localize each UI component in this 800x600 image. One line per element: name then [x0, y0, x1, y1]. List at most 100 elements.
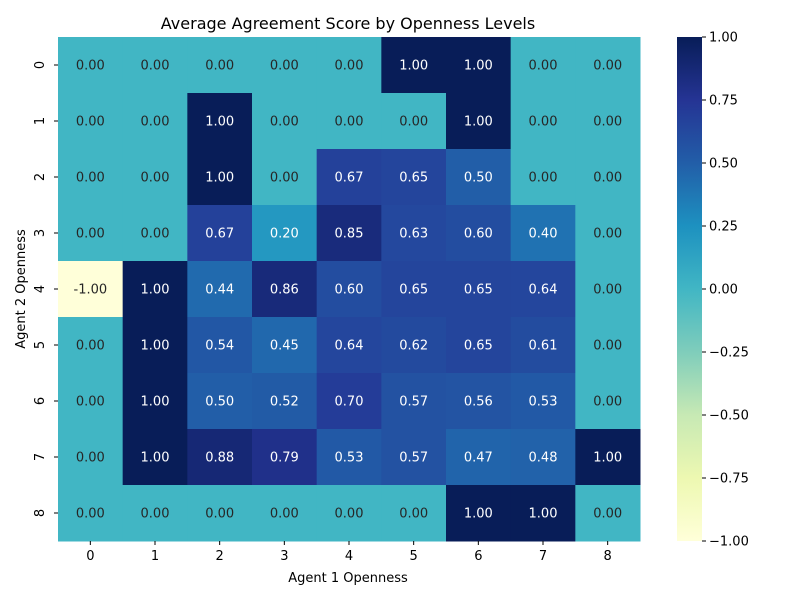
heatmap-cell: [575, 149, 641, 206]
heatmap-cell: [187, 37, 253, 94]
heatmap-cell: [122, 429, 188, 486]
cell-value-label: 0.65: [399, 171, 428, 186]
heatmap-cell: [510, 485, 576, 542]
heatmap-cell: [446, 37, 512, 94]
cell-value-label: 0.79: [270, 451, 299, 466]
x-tick-label: 0: [86, 549, 94, 564]
heatmap-cell: [510, 429, 576, 486]
cell-value-label: 0.00: [141, 227, 170, 242]
heatmap-cell: [58, 373, 124, 430]
heatmap-cell: [122, 485, 188, 542]
cell-value-label: 0.53: [529, 395, 558, 410]
heatmap-cell: [252, 485, 318, 542]
cell-value-label: 0.00: [335, 507, 364, 522]
heatmap-cell: [316, 149, 382, 206]
heatmap-cell: [575, 317, 641, 374]
heatmap-cell: [575, 429, 641, 486]
heatmap-cell-labels: 0.00 0.00 0.00 0.00 0.00 1.00 1.00 0.00 0.00 0.00…: [74, 59, 623, 522]
cell-value-label: 0.61: [529, 339, 558, 354]
cell-value-label: 0.70: [335, 395, 364, 410]
cell-value-label: 0.53: [335, 451, 364, 466]
cell-value-label: 0.65: [464, 339, 493, 354]
cell-value-label: 0.00: [270, 507, 299, 522]
cell-value-label: 0.57: [399, 395, 428, 410]
colorbar-ticks: 1.00 0.75 0.50 0.25 0.00 −0.25 −0.50 −0.75 −1.00: [702, 31, 749, 550]
cell-value-label: 1.00: [399, 59, 428, 74]
cell-value-label: 0.67: [205, 227, 234, 242]
heatmap-cell: [446, 317, 512, 374]
heatmap-cell: [510, 317, 576, 374]
cell-value-label: 1.00: [141, 339, 170, 354]
cell-value-label: 0.65: [464, 283, 493, 298]
cell-value-label: 1.00: [141, 283, 170, 298]
cell-value-label: -1.00: [74, 283, 108, 298]
cell-value-label: 0.00: [141, 59, 170, 74]
heatmap-cell: [58, 149, 124, 206]
cell-value-label: 0.62: [399, 339, 428, 354]
cell-value-label: 0.00: [270, 115, 299, 130]
heatmap-cell: [575, 37, 641, 94]
cell-value-label: 0.60: [335, 283, 364, 298]
heatmap-cell: [122, 373, 188, 430]
heatmap-cell: [58, 205, 124, 262]
heatmap-cell: [316, 205, 382, 262]
cell-value-label: 0.50: [464, 171, 493, 186]
cell-value-label: 0.00: [76, 59, 105, 74]
heatmap-cell: [316, 93, 382, 150]
heatmap-cell: [316, 429, 382, 486]
heatmap-cell: [446, 261, 512, 318]
cell-value-label: 0.00: [593, 115, 622, 130]
heatmap-cell: [381, 205, 447, 262]
heatmap-cell: [252, 317, 318, 374]
cell-value-label: 0.00: [593, 507, 622, 522]
cell-value-label: 1.00: [141, 395, 170, 410]
heatmap-cell: [252, 37, 318, 94]
cell-value-label: 0.64: [335, 339, 364, 354]
heatmap-cell: [381, 429, 447, 486]
cell-value-label: 0.00: [141, 171, 170, 186]
cell-value-label: 0.40: [529, 227, 558, 242]
cell-value-label: 0.20: [270, 227, 299, 242]
colorbar-tick-label: −0.75: [709, 472, 749, 487]
heatmap-cell: [316, 373, 382, 430]
heatmap-cell: [187, 261, 253, 318]
y-tick-label: 6: [33, 397, 48, 405]
cell-value-label: 0.00: [76, 227, 105, 242]
x-tick-label: 6: [474, 549, 482, 564]
y-tick-label: 3: [33, 229, 48, 237]
cell-value-label: 0.48: [529, 451, 558, 466]
y-tick-label: 0: [33, 61, 48, 69]
cell-value-label: 0.64: [529, 283, 558, 298]
heatmap-cell: [252, 261, 318, 318]
x-axis-ticks: 0 1 2 3 4 5 6 7 8: [86, 541, 612, 564]
heatmap-cell: [187, 429, 253, 486]
colorbar-tick-label: 0.75: [709, 94, 738, 109]
cell-value-label: 0.00: [399, 507, 428, 522]
cell-value-label: 0.00: [76, 395, 105, 410]
heatmap-cell: [252, 205, 318, 262]
cell-value-label: 0.44: [205, 283, 234, 298]
heatmap-cell: [187, 93, 253, 150]
cell-value-label: 0.60: [464, 227, 493, 242]
heatmap-cell: [122, 37, 188, 94]
cell-value-label: 0.63: [399, 227, 428, 242]
cell-value-label: 0.00: [593, 171, 622, 186]
heatmap-cell: [381, 373, 447, 430]
heatmap-cell: [187, 149, 253, 206]
cell-value-label: 0.65: [399, 283, 428, 298]
y-tick-label: 8: [33, 509, 48, 517]
heatmap-cell: [381, 37, 447, 94]
heatmap-cells: [58, 37, 641, 542]
cell-value-label: 0.00: [593, 339, 622, 354]
y-tick-label: 5: [33, 341, 48, 349]
heatmap-cell: [446, 149, 512, 206]
y-tick-label: 7: [33, 453, 48, 461]
heatmap-cell: [316, 317, 382, 374]
cell-value-label: 0.00: [529, 115, 558, 130]
heatmap-cell: [187, 485, 253, 542]
cell-value-label: 1.00: [141, 451, 170, 466]
x-tick-label: 7: [539, 549, 547, 564]
heatmap-cell: [58, 37, 124, 94]
colorbar-tick-label: −1.00: [709, 535, 749, 550]
cell-value-label: 0.50: [205, 395, 234, 410]
